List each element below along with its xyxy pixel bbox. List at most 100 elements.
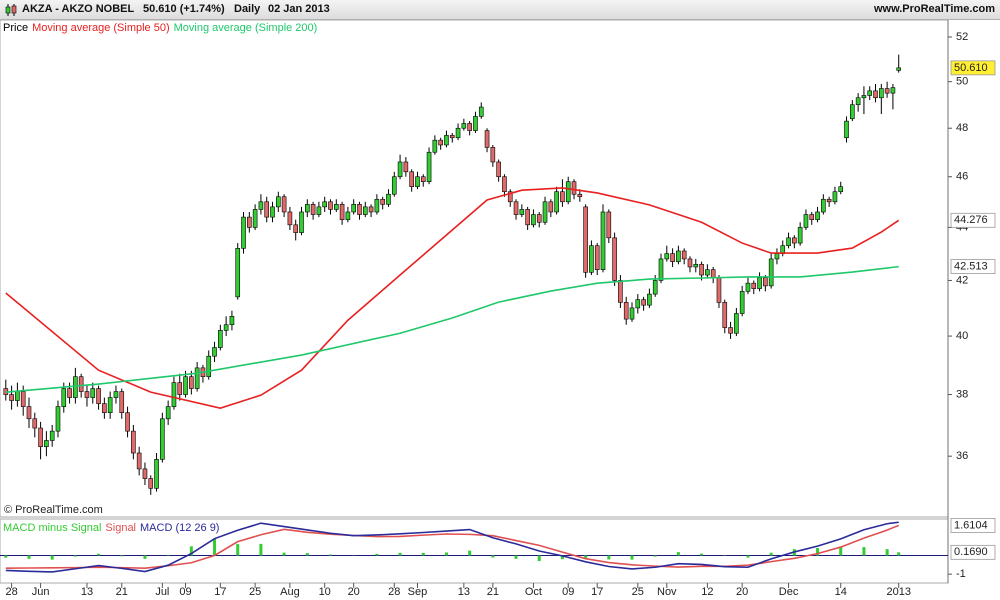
candle-body [681,250,687,260]
histogram-bar [375,553,379,556]
value-box [950,544,996,560]
candle-body [212,347,217,357]
candle-body [461,123,467,129]
candle-body [525,209,530,226]
y-tick-label: 36 [956,450,968,462]
candle-body [136,452,142,470]
candle-body [867,90,873,96]
x-tick-label: 20 [348,586,360,598]
candle-body [809,214,815,220]
candle-body [374,198,380,213]
candle-body [171,382,177,407]
candle-body [699,263,704,276]
histogram-bar [236,544,240,556]
candle-body [84,391,90,398]
candle-body [183,376,188,395]
candle-body [722,302,728,328]
candle-body [838,186,844,193]
candle-body [490,147,496,163]
value-box [950,212,996,228]
candle-body [548,201,554,213]
candle-body [739,291,745,314]
x-tick-label: Jul [155,586,169,598]
histogram-bar [189,546,193,556]
candle-body [420,176,426,183]
candle-body [884,88,890,94]
candle-body [670,253,675,262]
y-tick-label: 48 [956,122,968,134]
candle-body [594,245,600,270]
candle-body [531,214,536,226]
histogram-bar [514,555,518,559]
quote: 50.610 (+1.74%) [143,3,225,15]
candle-body [73,376,78,398]
candle-body [276,196,281,208]
legend-entry: Moving average (Simple 50) [32,22,170,34]
candle-body [316,206,322,215]
candle-body [90,388,96,398]
candle-body [444,135,449,146]
candle-body [652,280,658,295]
histogram-bar [444,552,448,556]
candle-body [55,406,61,432]
candle-body [612,237,617,281]
candle-body [380,198,385,205]
candle-body [536,214,542,223]
date: 02 Jan 2013 [268,3,330,15]
symbol: AKZA - AKZO NOBEL [22,3,135,15]
candle-body [705,269,710,276]
histogram-bar [120,555,124,557]
candle-body [507,191,513,203]
candle-body [745,282,751,292]
x-tick-label: 21 [487,586,499,598]
candle-body [496,161,501,178]
macd-panel [0,518,949,584]
app-icon [5,4,17,16]
value-box [950,518,996,533]
candle-body [218,330,223,348]
y-tick-label: 40 [956,330,968,342]
candle-body [67,388,72,398]
candle-body [676,250,681,262]
x-tick-label: 10 [319,586,331,598]
candle-body [15,391,20,401]
moving-average-line [5,265,899,393]
x-tick-label: Nov [657,586,677,598]
candle-body [473,116,478,131]
candle-body [768,258,774,287]
candle-body [247,216,252,228]
y-tick-label: 42 [956,274,968,286]
moving-average-line [5,187,900,409]
histogram-bar [700,553,704,556]
candle-body [165,406,171,420]
site: www.ProRealTime.com [873,3,995,15]
macd-line [5,521,899,573]
candle-body [455,127,461,139]
y-tick-label: 38 [956,388,968,400]
candle-body [873,90,878,99]
candle-body [635,299,641,309]
histogram-bar [166,554,170,556]
candle-body [478,106,484,117]
candle-body [797,227,803,244]
x-tick-label: 2013 [886,586,910,598]
candle-body [125,412,130,432]
candle-body [102,403,107,413]
price-panel [0,19,949,518]
candle-body [757,277,762,289]
candle-body [879,88,884,99]
histogram-bar [537,555,541,562]
candle-body [792,237,797,244]
candle-body [293,224,299,233]
candle-body [426,151,432,183]
candle-body [252,209,258,228]
candle-body [287,211,293,226]
candle-body [484,130,490,148]
candle-body [826,198,832,203]
candle-body [855,97,861,106]
candle-body [786,237,791,247]
candle-body [850,104,855,120]
candle-body [577,193,583,198]
value-label: 1.6104 [954,519,988,531]
